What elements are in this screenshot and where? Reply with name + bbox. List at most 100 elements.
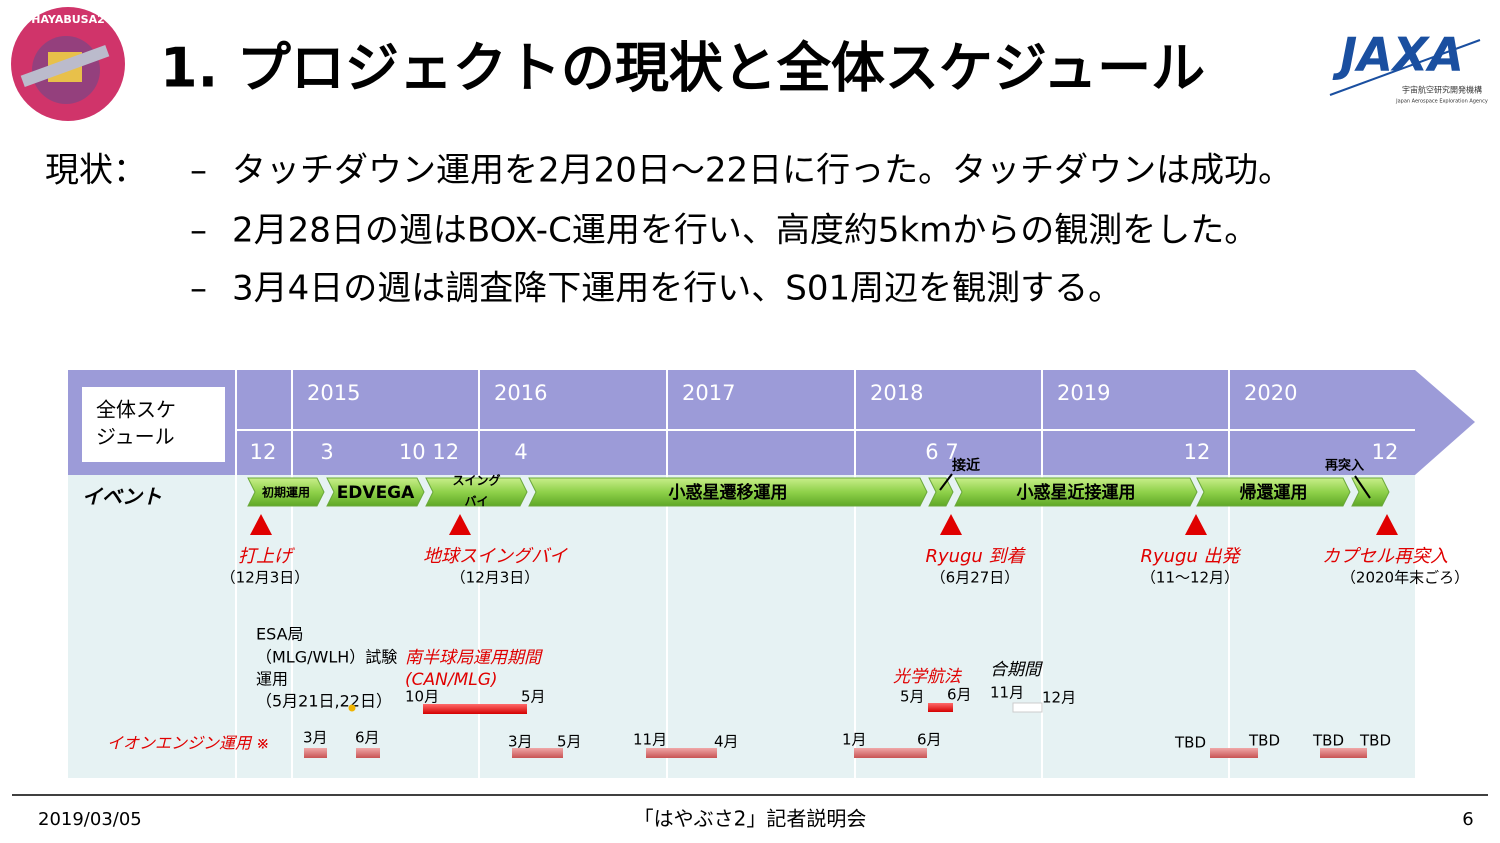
phase-bar bbox=[425, 477, 528, 507]
phase-label: スイング bbox=[452, 473, 500, 488]
milestone-date: （12月3日） bbox=[221, 569, 310, 587]
year-label: 2016 bbox=[494, 381, 547, 405]
corner-box bbox=[82, 387, 225, 462]
footer-page: 6 bbox=[1462, 809, 1473, 830]
milestone-label: Ryugu 到着 bbox=[925, 546, 1026, 567]
logo-right-sub: 宇宙航空研究開発機構 bbox=[1402, 85, 1482, 95]
south-station-label: 南半球局運用期間 bbox=[405, 648, 543, 668]
south-station-bar bbox=[423, 704, 527, 714]
month-label: 4 bbox=[514, 440, 527, 464]
phase-bar bbox=[928, 477, 954, 507]
milestone-label: Ryugu 出発 bbox=[1140, 546, 1241, 567]
milestone-marker bbox=[1376, 514, 1398, 535]
phase-label: EDVEGA bbox=[337, 483, 415, 503]
phase-bar bbox=[247, 477, 325, 507]
row-label: イベント bbox=[82, 485, 162, 509]
milestone-marker bbox=[1185, 514, 1207, 535]
south-station-sub: (CAN/MLG) bbox=[405, 670, 498, 690]
ion-engine-period: 5月 bbox=[557, 733, 582, 751]
period-label: 11月 bbox=[990, 684, 1024, 702]
phase-label: 小惑星遷移運用 bbox=[669, 482, 788, 503]
phase-note: 接近 bbox=[952, 457, 980, 474]
ion-engine-period: 6月 bbox=[355, 729, 380, 747]
esa-note: ESA局 bbox=[256, 625, 304, 644]
esa-dot bbox=[348, 704, 356, 712]
ion-engine-bar bbox=[512, 748, 563, 758]
bullet: – bbox=[190, 269, 207, 309]
ion-engine-bar bbox=[1210, 748, 1258, 758]
phase-bar bbox=[1196, 477, 1351, 507]
month-label: 12 bbox=[1184, 440, 1211, 464]
year-label: 2015 bbox=[307, 381, 360, 405]
content: 1. プロジェクトの現状と全体スケジュール HAYABUSA2 JAXA 宇宙航空研究… bbox=[31, 13, 1488, 831]
month-label: 6 7 bbox=[925, 440, 958, 464]
ion-engine-bar bbox=[356, 748, 380, 758]
milestone-marker bbox=[449, 514, 471, 535]
milestone-label: カプセル再突入 bbox=[1322, 546, 1448, 567]
optical-nav-bar bbox=[928, 703, 953, 712]
logo-left-text: HAYABUSA2 bbox=[31, 13, 105, 26]
milestone-date: （6月27日） bbox=[931, 569, 1020, 587]
ion-engine-period: 6月 bbox=[917, 731, 942, 749]
year-label: 2019 bbox=[1057, 381, 1110, 405]
phase-label: バイ bbox=[464, 495, 488, 509]
ion-engine-label: イオンエンジン運用 ※ bbox=[107, 734, 270, 753]
phase-label: 初期運用 bbox=[262, 485, 310, 500]
logo-right-text: JAXA bbox=[1332, 28, 1464, 82]
month-label: 3 bbox=[320, 440, 333, 464]
ion-engine-period: 3月 bbox=[303, 729, 328, 747]
ion-engine-bar bbox=[646, 748, 717, 758]
milestone-marker bbox=[940, 514, 962, 535]
ion-engine-period: 11月 bbox=[633, 731, 667, 749]
status-item: 2月28日の週はBOX-C運用を行い、高度約5kmからの観測をした。 bbox=[232, 211, 1258, 251]
phase-label: 帰還運用 bbox=[1240, 483, 1308, 503]
month-label: 12 bbox=[250, 440, 277, 464]
status-label: 現状： bbox=[45, 151, 147, 191]
phase-note-mark bbox=[939, 473, 953, 491]
phase-note: 再突入 bbox=[1325, 458, 1364, 474]
corner-label: 全体スケ bbox=[96, 398, 176, 422]
title: 1. プロジェクトの現状と全体スケジュール bbox=[160, 37, 1205, 100]
bullet: – bbox=[190, 151, 207, 191]
ion-engine-period: TBD bbox=[1359, 732, 1391, 750]
ion-engine-bar bbox=[1320, 748, 1367, 758]
status-item: 3月4日の週は調査降下運用を行い、S01周辺を観測する。 bbox=[232, 269, 1122, 309]
year-label: 2020 bbox=[1244, 381, 1297, 405]
year-label: 2018 bbox=[870, 381, 923, 405]
year-label: 2017 bbox=[682, 381, 735, 405]
phase-bar bbox=[954, 477, 1198, 507]
logo-art bbox=[20, 44, 110, 88]
bullet: – bbox=[190, 211, 207, 251]
month-label: 10 12 bbox=[399, 440, 459, 464]
corner-label: ジュール bbox=[96, 425, 175, 449]
ion-engine-bar bbox=[854, 748, 927, 758]
ion-engine-period: 1月 bbox=[842, 731, 867, 749]
phase-note-mark bbox=[1354, 475, 1371, 499]
period-label: 6月 bbox=[947, 686, 972, 704]
ion-engine-period: 4月 bbox=[714, 733, 739, 751]
milestone-marker bbox=[250, 514, 272, 535]
period-label: 5月 bbox=[900, 688, 925, 706]
milestone-date: （12月3日） bbox=[451, 569, 540, 587]
period-label: 12月 bbox=[1042, 689, 1076, 707]
logo-right-sub: Japan Aerospace Exploration Agency bbox=[1395, 99, 1488, 105]
esa-note: 運用 bbox=[256, 670, 288, 689]
logo-swoosh bbox=[1329, 39, 1481, 96]
period-label: 5月 bbox=[521, 688, 546, 706]
ion-engine-bar bbox=[304, 748, 327, 758]
month-label: 12 bbox=[1372, 440, 1399, 464]
milestone-date: （11～12月） bbox=[1141, 569, 1239, 587]
esa-note: （MLG/WLH）試験 bbox=[256, 648, 397, 667]
phase-label: 小惑星近接運用 bbox=[1017, 482, 1136, 503]
status-item: タッチダウン運用を2月20日～22日に行った。タッチダウンは成功。 bbox=[232, 151, 1292, 191]
footer-date: 2019/03/05 bbox=[38, 809, 142, 830]
phase-bar bbox=[528, 477, 928, 507]
ion-engine-period: TBD bbox=[1312, 732, 1344, 750]
milestone-label: 地球スイングバイ bbox=[423, 546, 568, 567]
milestone-date: （2020年末ごろ） bbox=[1341, 569, 1469, 587]
period-label: 10月 bbox=[405, 688, 439, 706]
esa-note: （5月21日,22日） bbox=[256, 692, 392, 711]
conjunction-bar bbox=[1012, 702, 1043, 713]
ion-engine-period: TBD bbox=[1248, 732, 1280, 750]
